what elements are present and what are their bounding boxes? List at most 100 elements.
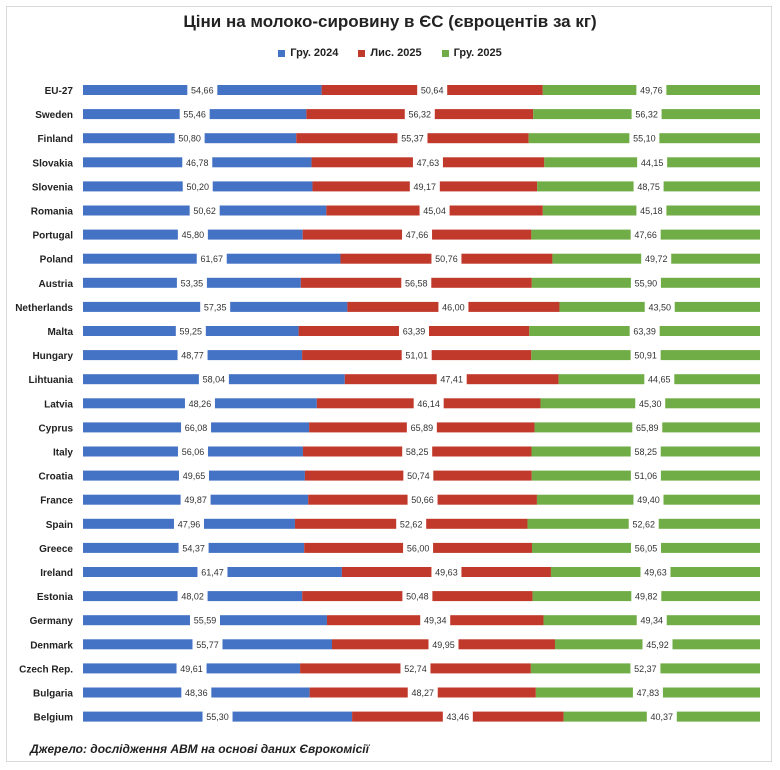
value-label-czech-rep-series-2: 52,74 [404,664,427,674]
value-label-poland-series-1: 61,67 [200,254,223,264]
value-label-bg-denmark-series-2 [428,638,459,651]
value-label-bg-croatia-series-2 [403,469,434,482]
value-label-bg-france-series-2 [407,493,438,506]
value-label-bulgaria-series-3: 47,83 [637,688,660,698]
value-label-bg-croatia-series-3 [630,469,661,482]
category-label-estonia: Estonia [37,592,74,603]
value-label-bg-france-series-3 [633,493,664,506]
value-label-finland-series-1: 50,80 [178,134,201,144]
value-label-bg-romania-series-1 [189,204,220,217]
value-label-slovenia-series-3: 48,75 [637,182,660,192]
value-label-malta-series-3: 63,39 [633,327,656,337]
value-label-bg-cyprus-series-3 [632,421,663,434]
value-label-slovakia-series-3: 44,15 [641,158,664,168]
value-label-bg-italy-series-1 [177,445,208,458]
category-label-poland: Poland [40,255,73,266]
value-label-greece-series-1: 54,37 [182,543,205,553]
value-label-bg-sweden-series-2 [404,108,435,121]
category-label-latvia: Latvia [44,399,73,410]
value-label-italy-series-1: 56,06 [182,447,205,457]
value-label-bg-austria-series-2 [401,276,432,289]
category-label-croatia: Croatia [39,472,74,483]
value-label-slovenia-series-2: 49,17 [414,182,437,192]
value-label-croatia-series-3: 51,06 [635,471,658,481]
value-label-spain-series-1: 47,96 [178,519,201,529]
value-label-netherlands-series-3: 43,50 [648,302,671,312]
value-label-estonia-series-2: 50,48 [406,592,429,602]
value-label-finland-series-2: 55,37 [401,134,424,144]
value-label-france-series-2: 50,66 [411,495,434,505]
value-label-bg-bulgaria-series-1 [181,686,212,699]
category-label-belgium: Belgium [34,713,74,724]
value-label-bg-germany-series-3 [636,614,667,627]
value-label-denmark-series-3: 45,92 [646,640,669,650]
value-label-bulgaria-series-1: 48,36 [185,688,208,698]
value-label-bg-portugal-series-3 [630,228,661,241]
legend-label-nov-2025: Лис. 2025 [370,47,422,59]
value-label-bg-eu-27-series-2 [417,84,448,96]
value-label-bg-hungary-series-3 [630,349,661,362]
category-label-austria: Austria [39,279,74,290]
category-label-greece: Greece [39,544,73,555]
value-label-bulgaria-series-2: 48,27 [411,688,434,698]
category-label-hungary: Hungary [32,351,73,362]
value-label-czech-rep-series-3: 52,37 [634,664,657,674]
category-label-czech-rep: Czech Rep. [19,664,73,675]
value-label-italy-series-3: 58,25 [634,447,657,457]
value-label-germany-series-3: 49,34 [640,616,663,626]
value-label-bg-croatia-series-1 [178,469,209,482]
value-label-bg-germany-series-2 [420,614,451,627]
value-label-bg-romania-series-3 [636,204,667,217]
value-label-bg-greece-series-3 [630,541,661,554]
value-label-sweden-series-1: 55,46 [183,110,206,120]
value-label-bg-slovakia-series-1 [182,156,213,169]
legend-label-dec-2024: Гру. 2024 [290,47,339,59]
value-label-bg-denmark-series-3 [642,638,673,651]
legend-swatch-dec-2024 [278,49,286,57]
value-label-bg-spain-series-2 [396,517,427,530]
chart-legend: Гру. 2024 Лис. 2025 Гру. 2025 [0,47,780,59]
category-label-malta: Malta [47,327,73,338]
value-label-bg-slovenia-series-1 [182,180,213,193]
value-label-portugal-series-2: 47,66 [406,230,429,240]
value-label-bg-cyprus-series-1 [181,421,212,434]
value-label-slovakia-series-1: 46,78 [186,158,209,168]
value-label-romania-series-2: 45,04 [423,206,446,216]
value-label-bg-germany-series-1 [189,614,220,627]
category-label-netherlands: Netherlands [15,303,73,314]
value-label-belgium-series-1: 55,30 [206,712,229,722]
value-label-croatia-series-2: 50,74 [407,471,430,481]
value-label-bg-netherlands-series-1 [200,300,231,313]
value-label-bg-greece-series-2 [403,541,434,554]
value-label-latvia-series-2: 46,14 [417,399,440,409]
value-label-eu-27-series-2: 50,64 [421,86,444,96]
value-label-germany-series-2: 49,34 [424,616,447,626]
value-label-bg-czech-rep-series-1 [176,662,207,675]
value-label-lihtuania-series-3: 44,65 [648,375,671,385]
value-label-portugal-series-1: 45,80 [182,230,205,240]
value-label-bg-lihtuania-series-1 [198,373,229,386]
value-label-bg-czech-rep-series-2 [400,662,431,675]
value-label-greece-series-3: 56,05 [635,543,658,553]
value-label-bg-slovakia-series-3 [637,156,668,169]
value-label-hungary-series-1: 48,77 [181,351,204,361]
value-label-lihtuania-series-1: 58,04 [203,375,226,385]
value-label-bg-bulgaria-series-3 [632,686,663,699]
value-label-belgium-series-2: 43,46 [447,712,470,722]
value-label-bg-portugal-series-2 [402,228,433,241]
value-label-france-series-3: 49,40 [637,495,660,505]
value-label-bg-ireland-series-2 [431,566,462,578]
value-label-bg-cyprus-series-2 [406,421,437,434]
value-label-czech-rep-series-1: 49,61 [180,664,203,674]
category-label-finland: Finland [37,134,73,145]
value-label-bg-latvia-series-3 [635,397,666,410]
value-label-lihtuania-series-2: 47,41 [440,375,463,385]
value-label-bg-belgium-series-2 [442,710,473,723]
value-label-bg-malta-series-1 [175,325,206,337]
value-label-bg-netherlands-series-2 [438,300,469,313]
value-label-greece-series-2: 56,00 [407,543,430,553]
value-label-bg-latvia-series-2 [413,397,444,410]
value-label-malta-series-2: 63,39 [403,327,426,337]
value-label-bg-denmark-series-1 [192,638,223,651]
value-label-hungary-series-3: 50,91 [634,351,657,361]
